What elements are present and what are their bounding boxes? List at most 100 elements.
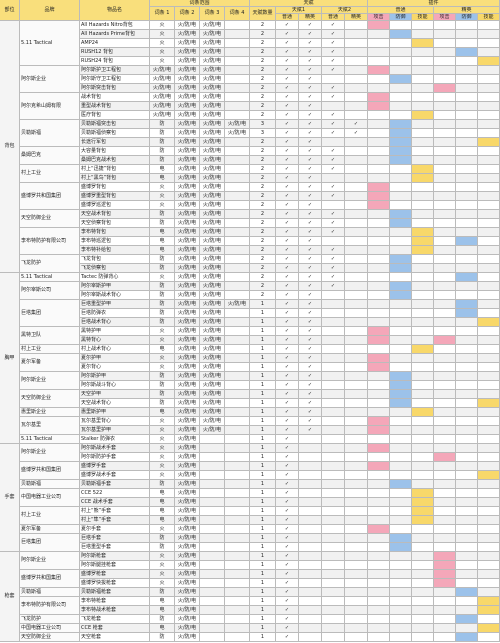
attr-cell: 防 xyxy=(150,264,175,273)
check-cell xyxy=(345,318,368,327)
mod-cell xyxy=(368,381,390,390)
check-cell: ✓ xyxy=(276,390,299,399)
mod-cell xyxy=(412,66,434,75)
check-cell: ✓ xyxy=(322,21,345,30)
mod-cell xyxy=(478,390,500,399)
mod-cell xyxy=(456,408,478,417)
attr-cell: 火/防/电 xyxy=(200,228,225,237)
attr-cell xyxy=(225,588,250,597)
brand: 阿尔克希山姆有限 xyxy=(20,93,80,120)
header-cell: 防御 xyxy=(456,14,478,21)
check-cell: ✓ xyxy=(276,255,299,264)
attr-cell: 火/防/电 xyxy=(175,489,200,498)
talent-count: 1 xyxy=(250,300,276,309)
attr-cell: 火/防/电 xyxy=(175,561,200,570)
mod-cell xyxy=(368,219,390,228)
mod-cell xyxy=(478,426,500,435)
mod-cell xyxy=(434,471,456,480)
attr-cell: 防 xyxy=(150,210,175,219)
mod-cell xyxy=(456,111,478,120)
mod-cell xyxy=(412,597,434,606)
item-name: 阿尔斯守卫工程包 xyxy=(80,75,150,84)
mod-cell xyxy=(478,588,500,597)
mod-cell xyxy=(368,93,390,102)
mod-cell xyxy=(412,120,434,129)
mod-cell xyxy=(434,318,456,327)
mod-cell xyxy=(412,210,434,219)
attr-cell: 火/防/电 xyxy=(175,570,200,579)
check-cell: ✓ xyxy=(276,282,299,291)
brand: 中国电器工业公司 xyxy=(20,624,80,633)
check-cell xyxy=(345,381,368,390)
item-name: RUSH24 背包 xyxy=(80,57,150,66)
attr-cell: 火 xyxy=(150,336,175,345)
attr-cell: 火/防/电 xyxy=(200,246,225,255)
attr-cell: 电 xyxy=(150,489,175,498)
mod-cell xyxy=(434,552,456,561)
mod-cell xyxy=(478,435,500,444)
mod-cell xyxy=(456,156,478,165)
check-cell xyxy=(345,111,368,120)
brand: 天空防御企业 xyxy=(20,390,80,408)
mod-cell xyxy=(390,543,412,552)
check-cell xyxy=(345,228,368,237)
item-name: 长途行军包 xyxy=(80,138,150,147)
check-cell xyxy=(322,372,345,381)
check-cell: ✓ xyxy=(276,156,299,165)
brand: 5.11 Tactical xyxy=(20,435,80,444)
attr-cell: 火/防/电 xyxy=(175,282,200,291)
brand: 天空防御企业 xyxy=(20,633,80,642)
mod-cell xyxy=(390,201,412,210)
check-cell: ✓ xyxy=(299,30,322,39)
item-name: 阿尔斯突击背包 xyxy=(80,84,150,93)
check-cell xyxy=(299,561,322,570)
check-cell: ✓ xyxy=(345,129,368,138)
check-cell xyxy=(345,102,368,111)
brand: 阿尔斯企业 xyxy=(20,552,80,570)
item-name: 阿尔斯战术手套 xyxy=(80,444,150,453)
attr-cell: 火 xyxy=(150,462,175,471)
mod-cell xyxy=(478,120,500,129)
item-name: 李布特背包 xyxy=(80,228,150,237)
attr-cell: 电 xyxy=(150,246,175,255)
check-cell: ✓ xyxy=(299,138,322,147)
check-cell xyxy=(322,408,345,417)
mod-cell xyxy=(456,219,478,228)
attr-cell xyxy=(200,606,225,615)
talent-count: 1 xyxy=(250,507,276,516)
mod-cell xyxy=(434,57,456,66)
check-cell xyxy=(322,597,345,606)
mod-cell xyxy=(390,282,412,291)
mod-cell xyxy=(368,174,390,183)
mod-cell xyxy=(456,228,478,237)
check-cell xyxy=(299,579,322,588)
check-cell xyxy=(322,399,345,408)
talent-count: 1 xyxy=(250,615,276,624)
mod-cell xyxy=(412,543,434,552)
check-cell xyxy=(299,606,322,615)
mod-cell xyxy=(412,219,434,228)
attr-cell: 火 xyxy=(150,273,175,282)
talent-count: 2 xyxy=(250,255,276,264)
mod-cell xyxy=(412,318,434,327)
attr-cell: 火/防/电 xyxy=(175,48,200,57)
talent-count: 2 xyxy=(250,174,276,183)
brand: 桑姆巴克 xyxy=(20,147,80,165)
mod-cell xyxy=(368,147,390,156)
check-cell xyxy=(345,273,368,282)
check-cell xyxy=(345,237,368,246)
attr-cell: 防 xyxy=(150,399,175,408)
talent-count: 2 xyxy=(250,156,276,165)
attr-cell: 火/防/电 xyxy=(200,93,225,102)
talent-count: 1 xyxy=(250,471,276,480)
attr-cell: 电 xyxy=(150,516,175,525)
talent-count: 1 xyxy=(250,561,276,570)
check-cell xyxy=(322,381,345,390)
mod-cell xyxy=(390,417,412,426)
mod-cell xyxy=(368,129,390,138)
mod-cell xyxy=(456,264,478,273)
check-cell xyxy=(299,525,322,534)
mod-cell xyxy=(456,273,478,282)
check-cell: ✓ xyxy=(299,291,322,300)
check-cell xyxy=(322,624,345,633)
